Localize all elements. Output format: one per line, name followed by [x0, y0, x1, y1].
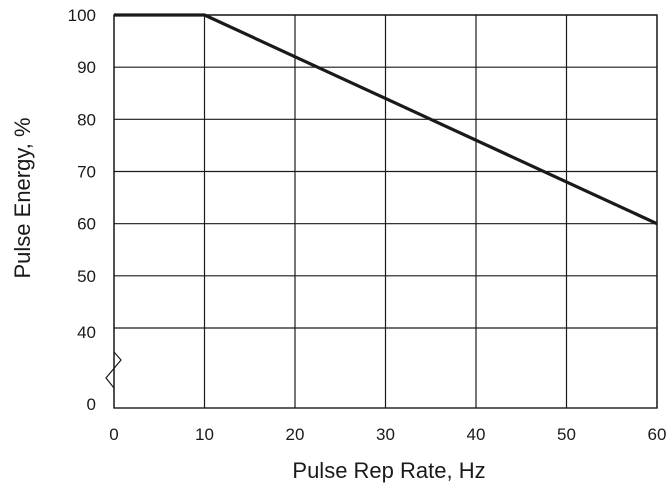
- x-tick-label: 60: [648, 425, 667, 444]
- x-tick-label: 20: [286, 425, 305, 444]
- plot-frame: [113, 14, 658, 409]
- y-axis-title: Pulse Energy, %: [10, 117, 35, 278]
- y-tick-label: 70: [77, 163, 96, 182]
- x-tick-label: 10: [195, 425, 214, 444]
- y-tick-label: 60: [77, 215, 96, 234]
- y-tick-label: 100: [68, 6, 96, 25]
- x-tick-label: 40: [467, 425, 486, 444]
- y-axis-break-mark: [105, 351, 122, 389]
- y-tick-labels: 0 40 50 60 70 80 90 100: [68, 6, 96, 414]
- y-tick-label: 40: [77, 323, 96, 342]
- x-tick-labels: 0 10 20 30 40 50 60: [109, 425, 666, 444]
- y-tick-label: 80: [77, 110, 96, 129]
- grid-lines: [113, 14, 658, 408]
- y-tick-label: 50: [77, 267, 96, 286]
- y-tick-label: 0: [87, 395, 96, 414]
- x-tick-label: 30: [376, 425, 395, 444]
- pulse-energy-line: [114, 13, 658, 226]
- x-axis-title: Pulse Rep Rate, Hz: [292, 458, 485, 483]
- x-tick-label: 50: [557, 425, 576, 444]
- y-tick-label: 90: [77, 58, 96, 77]
- x-tick-label: 0: [109, 425, 118, 444]
